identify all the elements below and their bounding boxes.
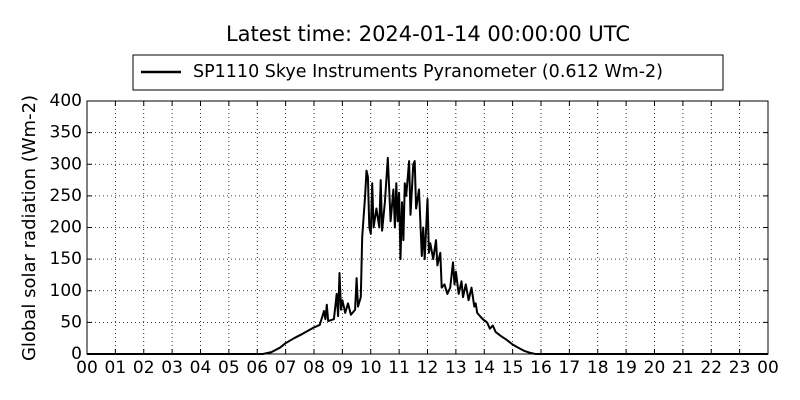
x-tick-label: 01 xyxy=(105,358,127,378)
x-tick-label: 21 xyxy=(672,358,694,378)
legend-box xyxy=(132,54,724,91)
x-tick-label: 09 xyxy=(332,358,354,378)
chart-title: Latest time: 2024-01-14 00:00:00 UTC xyxy=(226,22,630,46)
x-tick-label: 14 xyxy=(473,358,495,378)
x-tick-label: 17 xyxy=(559,358,581,378)
x-tick-label: 05 xyxy=(218,358,240,378)
x-tick-label: 22 xyxy=(700,358,722,378)
x-tick-label: 00 xyxy=(757,358,779,378)
x-tick-label: 23 xyxy=(729,358,751,378)
y-tick-label: 300 xyxy=(50,154,82,174)
x-tick-label: 07 xyxy=(275,358,297,378)
y-tick-label: 350 xyxy=(50,123,82,143)
x-tick-label: 11 xyxy=(388,358,410,378)
x-tick-label: 04 xyxy=(190,358,212,378)
x-tick-label: 20 xyxy=(644,358,666,378)
y-tick-label: 0 xyxy=(71,344,82,364)
legend-label: SP1110 Skye Instruments Pyranometer (0.6… xyxy=(193,62,663,82)
y-tick-label: 50 xyxy=(60,312,82,332)
y-tick-label: 200 xyxy=(50,218,82,238)
x-tick-label: 18 xyxy=(587,358,609,378)
x-tick-label: 12 xyxy=(417,358,439,378)
plot-frame xyxy=(86,100,769,355)
y-tick-label: 150 xyxy=(50,249,82,269)
data-line xyxy=(87,156,768,355)
x-tick-label: 02 xyxy=(133,358,155,378)
y-axis-label: Global solar radiation (Wm-2) xyxy=(19,95,40,361)
x-tick-label: 03 xyxy=(161,358,183,378)
x-tick-label: 00 xyxy=(76,358,98,378)
y-tick-label: 250 xyxy=(50,186,82,206)
y-tick-label: 100 xyxy=(50,281,82,301)
y-tick-label: 400 xyxy=(50,91,82,111)
x-tick-label: 08 xyxy=(303,358,325,378)
x-tick-label: 16 xyxy=(530,358,552,378)
x-tick-label: 06 xyxy=(246,358,268,378)
x-tick-label: 13 xyxy=(445,358,467,378)
x-tick-label: 15 xyxy=(502,358,524,378)
x-tick-label: 19 xyxy=(615,358,637,378)
x-tick-label: 10 xyxy=(360,358,382,378)
